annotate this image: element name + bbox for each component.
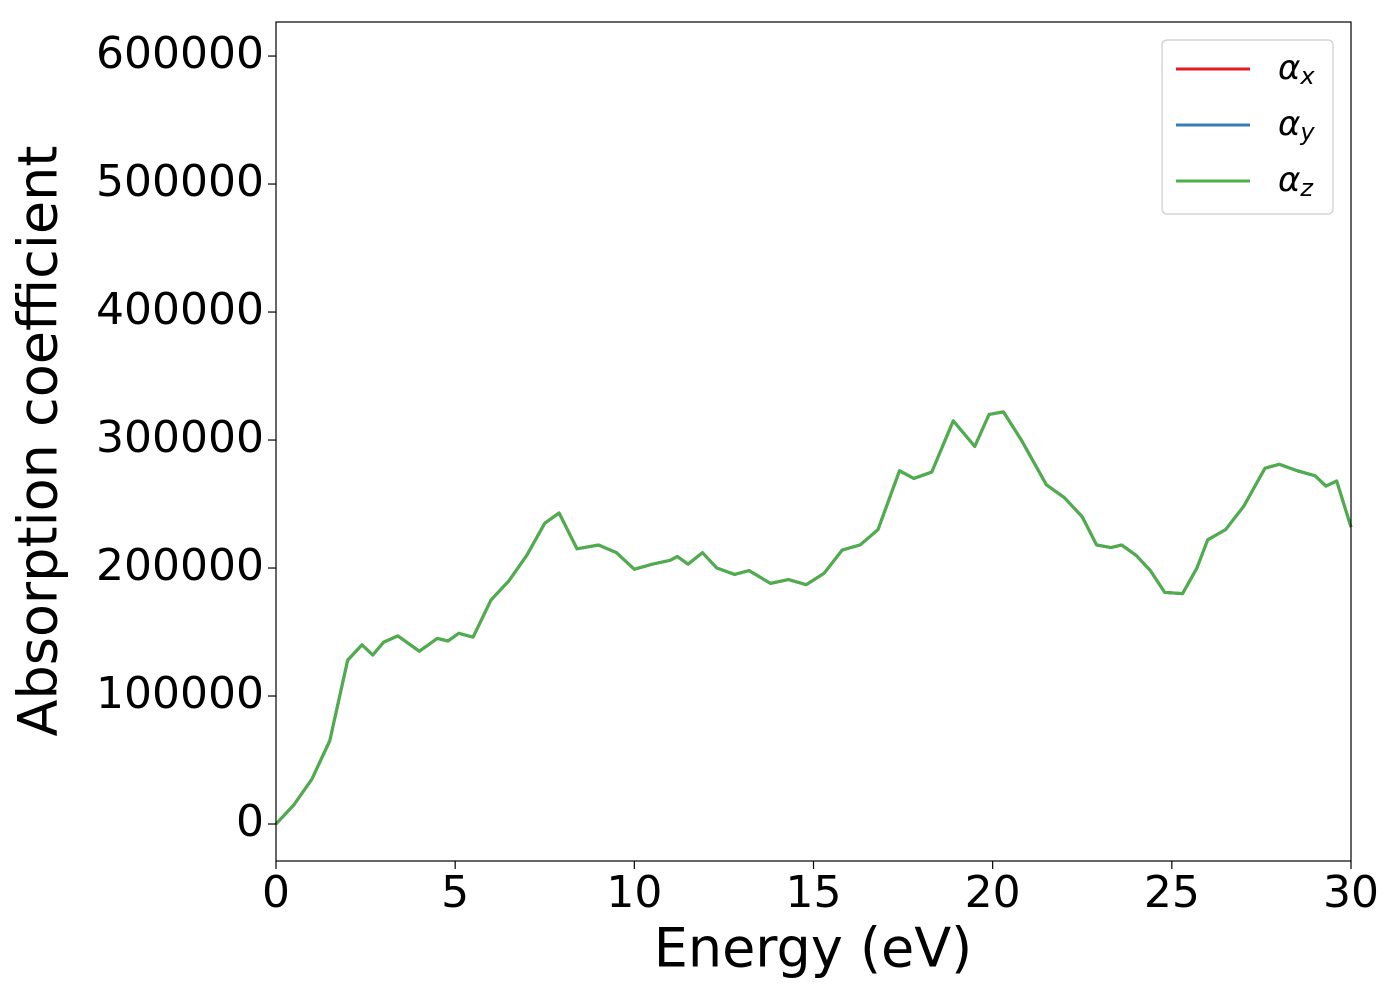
y-tick-label: 200000 [96,540,264,591]
x-tick-label: 25 [1144,867,1200,918]
data-line [274,410,1353,826]
x-tick-label: 30 [1323,867,1379,918]
x-tick-label: 5 [441,867,469,918]
data-line [274,410,1353,826]
y-tick-label: 300000 [96,412,264,463]
x-tick-label: 10 [606,867,662,918]
y-tick-label: 0 [236,796,264,847]
y-axis-label: Absorption coefficient [7,146,70,737]
x-tick-label: 15 [786,867,842,918]
x-tick-label: 20 [965,867,1021,918]
x-tick-label: 0 [262,867,290,918]
y-tick-label: 100000 [96,668,264,719]
plot-frame [275,21,1352,862]
legend: αx αy αz [1161,39,1334,215]
data-line [274,410,1353,826]
legend-box [1161,39,1334,215]
legend-label: αz [1278,160,1314,203]
y-tick-label: 400000 [96,284,264,335]
y-tick-label: 600000 [96,28,264,79]
legend-label: αy [1278,104,1315,147]
legend-label: αx [1278,48,1315,91]
x-axis-label: Energy (eV) [654,917,973,980]
y-tick-label: 500000 [96,156,264,207]
